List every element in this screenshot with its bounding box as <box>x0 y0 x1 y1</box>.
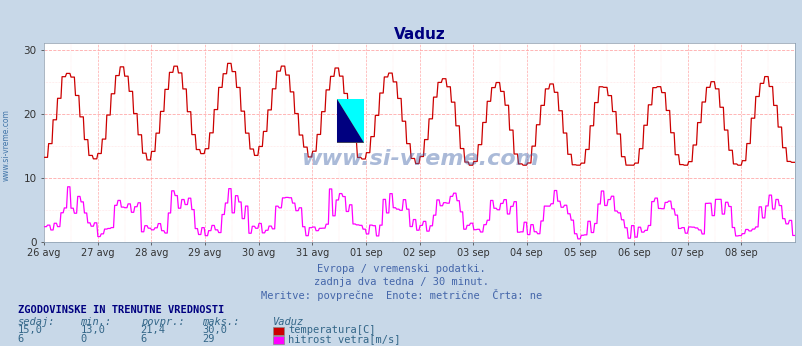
Text: 13,0: 13,0 <box>80 325 105 335</box>
Text: 0: 0 <box>80 334 87 344</box>
Text: povpr.:: povpr.: <box>140 317 184 327</box>
Text: Meritve: povprečne  Enote: metrične  Črta: ne: Meritve: povprečne Enote: metrične Črta:… <box>261 289 541 301</box>
Text: 6: 6 <box>140 334 147 344</box>
Text: www.si-vreme.com: www.si-vreme.com <box>300 149 538 169</box>
Text: www.si-vreme.com: www.si-vreme.com <box>2 109 11 181</box>
Text: sedaj:: sedaj: <box>18 317 55 327</box>
Text: zadnja dva tedna / 30 minut.: zadnja dva tedna / 30 minut. <box>314 277 488 288</box>
Text: Evropa / vremenski podatki.: Evropa / vremenski podatki. <box>317 264 485 274</box>
Text: 6: 6 <box>18 334 24 344</box>
Text: temperatura[C]: temperatura[C] <box>288 325 375 335</box>
FancyBboxPatch shape <box>337 99 363 143</box>
Text: 21,4: 21,4 <box>140 325 165 335</box>
Text: 30,0: 30,0 <box>202 325 227 335</box>
Text: maks.:: maks.: <box>202 317 240 327</box>
Text: Vaduz: Vaduz <box>273 317 304 327</box>
Text: hitrost vetra[m/s]: hitrost vetra[m/s] <box>288 334 400 344</box>
Text: min.:: min.: <box>80 317 111 327</box>
Text: 15,0: 15,0 <box>18 325 43 335</box>
Title: Vaduz: Vaduz <box>393 27 445 42</box>
Polygon shape <box>337 99 363 143</box>
Text: 29: 29 <box>202 334 215 344</box>
Polygon shape <box>337 99 363 143</box>
Text: ZGODOVINSKE IN TRENUTNE VREDNOSTI: ZGODOVINSKE IN TRENUTNE VREDNOSTI <box>18 305 224 315</box>
